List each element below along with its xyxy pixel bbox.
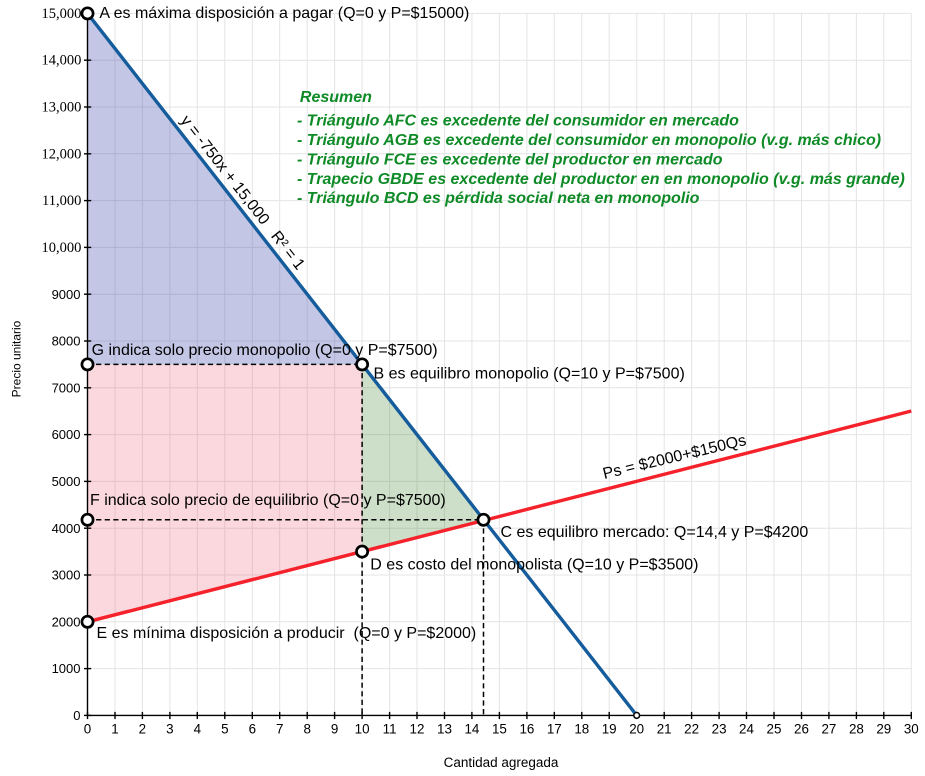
svg-text:20: 20 [629, 722, 644, 737]
svg-text:F indica solo precio de equili: F indica solo precio de equilibrio (Q=0 … [90, 492, 446, 509]
svg-text:14: 14 [464, 722, 479, 737]
svg-text:25: 25 [767, 722, 782, 737]
svg-text:16: 16 [519, 722, 534, 737]
svg-text:17: 17 [547, 722, 562, 737]
svg-text:Precio unitario: Precio unitario [10, 320, 24, 397]
svg-text:1000: 1000 [52, 661, 81, 676]
svg-text:0: 0 [73, 708, 80, 723]
svg-text:9000: 9000 [52, 287, 81, 302]
svg-text:7: 7 [276, 722, 283, 737]
svg-text:15,000: 15,000 [42, 6, 82, 22]
svg-text:3: 3 [166, 722, 173, 737]
svg-text:27: 27 [821, 722, 836, 737]
svg-text:- Triángulo AGB es excedente d: - Triángulo AGB es excedente del consumi… [297, 132, 881, 149]
svg-text:12,000: 12,000 [42, 146, 82, 162]
svg-text:19: 19 [602, 722, 617, 737]
svg-text:12: 12 [410, 722, 425, 737]
svg-text:24: 24 [739, 722, 754, 737]
svg-text:D es costo del monopolista (Q=: D es costo del monopolista (Q=10 y P=$35… [370, 557, 698, 574]
svg-text:21: 21 [657, 722, 672, 737]
svg-text:10: 10 [355, 722, 370, 737]
svg-text:26: 26 [794, 722, 809, 737]
svg-text:13,000: 13,000 [42, 100, 82, 116]
svg-text:C es equilibro mercado: Q=14,4: C es equilibro mercado: Q=14,4 y P=$4200 [501, 524, 809, 541]
svg-text:Resumen: Resumen [300, 89, 372, 106]
svg-text:- Trapecio GBDE es excedente d: - Trapecio GBDE es excedente del product… [297, 171, 905, 188]
svg-text:4000: 4000 [52, 521, 81, 536]
svg-text:- Triángulo AFC es excedente d: - Triángulo AFC es excedente del consumi… [297, 112, 739, 129]
svg-text:8: 8 [303, 722, 310, 737]
svg-text:8000: 8000 [52, 334, 81, 349]
svg-text:7000: 7000 [52, 380, 81, 395]
svg-text:3000: 3000 [52, 568, 81, 583]
svg-text:5: 5 [221, 722, 228, 737]
svg-text:G indica solo precio monopolio: G indica solo precio monopolio (Q=0 y P=… [92, 342, 438, 359]
svg-text:4: 4 [194, 722, 202, 737]
svg-text:28: 28 [849, 722, 864, 737]
svg-text:22: 22 [684, 722, 699, 737]
svg-text:- Triángulo FCE es excedente d: - Triángulo FCE es excedente del product… [297, 151, 723, 168]
svg-text:Cantidad agregada: Cantidad agregada [444, 755, 559, 770]
svg-text:2: 2 [139, 722, 146, 737]
svg-text:1: 1 [111, 722, 118, 737]
svg-text:14,000: 14,000 [42, 53, 82, 69]
svg-text:0: 0 [84, 722, 91, 737]
svg-text:11,000: 11,000 [42, 193, 81, 209]
svg-text:9: 9 [331, 722, 338, 737]
svg-text:13: 13 [437, 722, 452, 737]
svg-text:A es máxima disposición a paga: A es máxima disposición a pagar (Q=0 y P… [99, 5, 469, 22]
svg-text:B es equilibro monopolio (Q=10: B es equilibro monopolio (Q=10 y P=$7500… [374, 366, 685, 383]
svg-text:18: 18 [574, 722, 589, 737]
svg-text:10,000: 10,000 [42, 240, 82, 256]
svg-text:6000: 6000 [52, 427, 81, 442]
svg-text:- Triángulo BCD es pérdida soc: - Triángulo BCD es pérdida social neta e… [297, 190, 700, 207]
svg-text:15: 15 [492, 722, 507, 737]
svg-text:30: 30 [904, 722, 919, 737]
svg-text:E es mínima disposición a prod: E es mínima disposición a producir (Q=0 … [97, 625, 477, 642]
svg-text:6: 6 [249, 722, 256, 737]
svg-text:29: 29 [876, 722, 891, 737]
svg-text:2000: 2000 [52, 614, 81, 629]
svg-text:5000: 5000 [52, 474, 81, 489]
svg-text:11: 11 [383, 722, 397, 737]
svg-text:23: 23 [712, 722, 727, 737]
